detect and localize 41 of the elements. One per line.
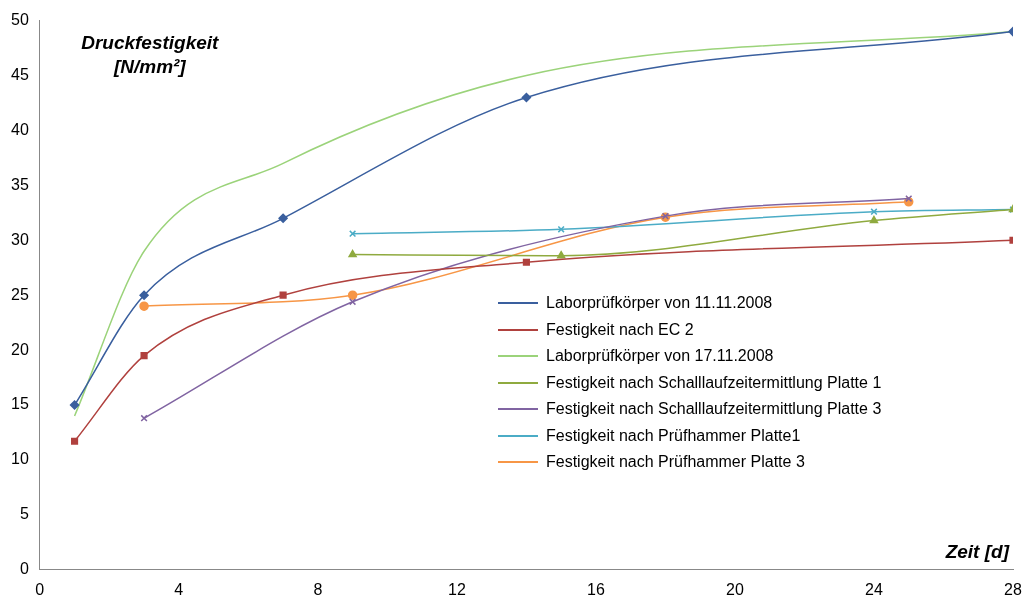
- legend-label: Festigkeit nach Schalllaufzeitermittlung Platte 3: [546, 399, 882, 419]
- y-tick-label: 20: [11, 340, 29, 358]
- y-tick-label: 25: [11, 285, 29, 303]
- x-tick-label: 24: [865, 580, 883, 598]
- point: [347, 290, 358, 300]
- point: [139, 290, 149, 300]
- legend-label: Festigkeit nach Prüfhammer Platte1: [546, 425, 801, 446]
- x-tick-label: 8: [313, 580, 323, 598]
- y-tick-label: 10: [11, 450, 29, 468]
- legend-label: Laborprüfkörper von 17.11.2008: [546, 346, 774, 366]
- legend-label: Festigkeit nach Schalllaufzeitermittlung Platte 1: [546, 372, 882, 393]
- x-tick-label: 12: [447, 580, 466, 598]
- x-axis-title: Zeit [d]: [944, 540, 1010, 562]
- y-tick-label: 45: [11, 65, 29, 83]
- point: [521, 92, 532, 103]
- y-tick-label: 50: [11, 11, 29, 29]
- y-tick-label: 5: [19, 505, 29, 523]
- legend-label: Laborprüfkörper von 11.11.2008: [546, 293, 773, 313]
- y-tick-label: 0: [19, 560, 29, 578]
- point: [556, 250, 566, 259]
- x-tick-label: 16: [587, 580, 605, 598]
- y-tick-label: 15: [11, 395, 29, 413]
- y-tick-label: 30: [11, 230, 29, 248]
- x-tick-label: 4: [174, 580, 184, 598]
- point: [522, 258, 530, 266]
- point: [348, 249, 357, 258]
- point: [140, 352, 148, 360]
- point: [278, 213, 288, 224]
- point: [70, 437, 79, 445]
- y-tick-label: 35: [11, 175, 29, 193]
- x-tick-label: 0: [35, 580, 45, 598]
- point: [69, 400, 80, 410]
- legend-label: Festigkeit nach EC 2: [546, 319, 694, 340]
- y-tick-label: 40: [11, 120, 29, 138]
- y-axis-title: Druckfestigkeit [N/mm²]: [81, 31, 220, 77]
- point: [279, 291, 287, 299]
- point: [139, 301, 149, 311]
- x-tick-label: 20: [726, 580, 744, 598]
- point: [869, 215, 879, 224]
- legend-label: Festigkeit nach Prüfhammer Platte 3: [546, 452, 805, 472]
- x-tick-label: 28: [1004, 580, 1022, 598]
